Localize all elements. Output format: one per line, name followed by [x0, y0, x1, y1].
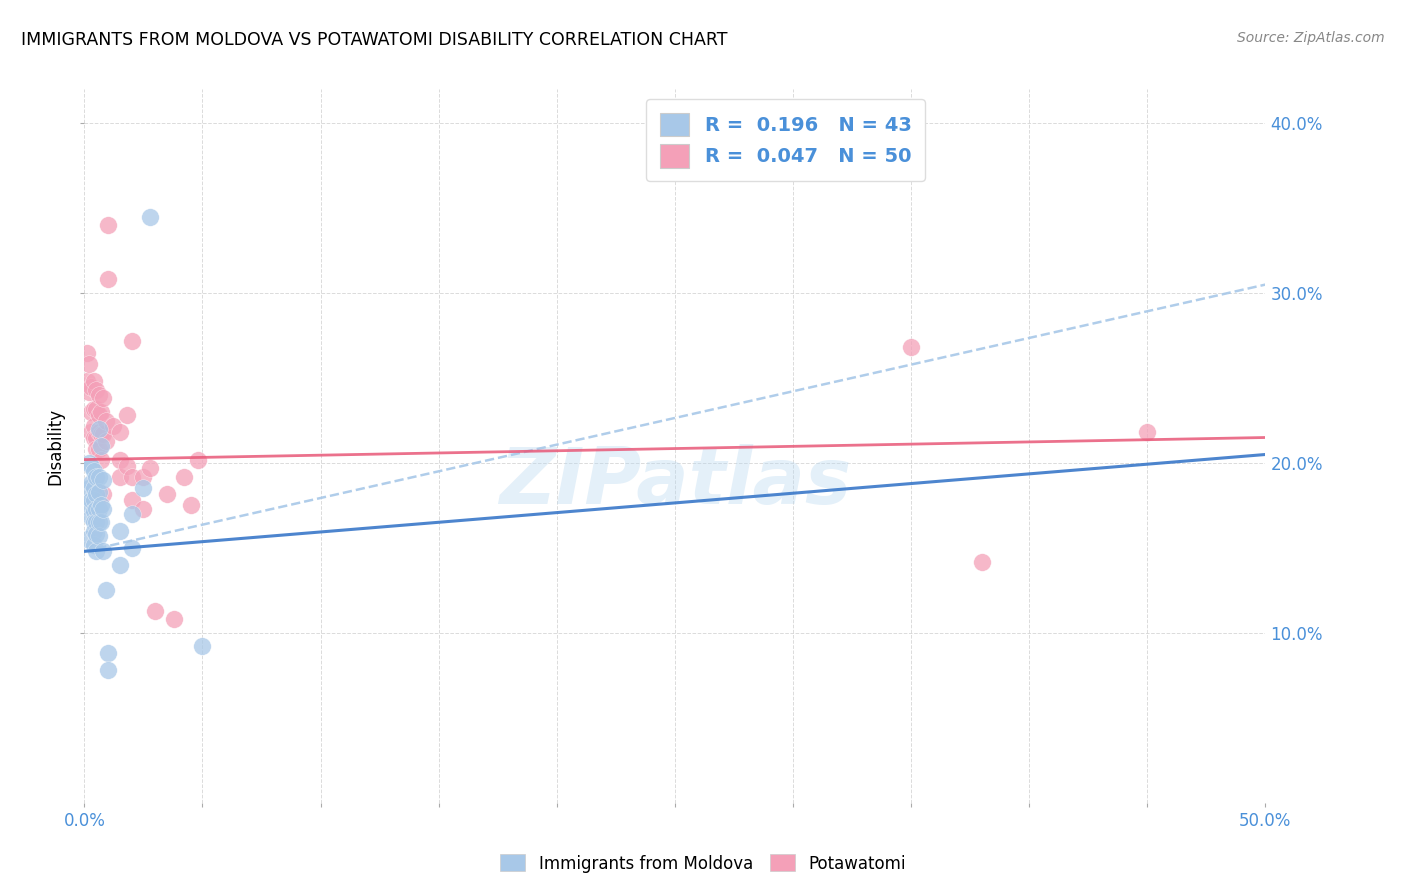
Point [173, 469, 195, 483]
Point [90, 405, 112, 419]
Point [94, 413, 117, 427]
Point [90, 499, 112, 513]
Point [97, 663, 120, 677]
Point [87, 425, 110, 440]
Point [83, 375, 105, 389]
Point [91, 473, 114, 487]
Legend: R =  0.196   N = 43, R =  0.047   N = 50: R = 0.196 N = 43, R = 0.047 N = 50 [647, 99, 925, 181]
Point [139, 210, 162, 224]
Point [108, 425, 131, 440]
Point [87, 388, 110, 402]
Point [90, 439, 112, 453]
Y-axis label: Disability: Disability [46, 408, 65, 484]
Point [87, 422, 110, 436]
Point [108, 452, 131, 467]
Point [139, 461, 162, 475]
Point [76, 345, 98, 359]
Point [84, 516, 107, 530]
Point [77, 358, 100, 372]
Point [80, 425, 103, 440]
Point [970, 555, 993, 569]
Point [83, 503, 105, 517]
Point [900, 341, 922, 355]
Point [84, 544, 107, 558]
Point [87, 529, 110, 543]
Point [132, 469, 155, 483]
Point [97, 272, 120, 286]
Point [87, 501, 110, 516]
Point [94, 583, 117, 598]
Point [87, 442, 110, 457]
Point [115, 409, 138, 423]
Point [84, 383, 107, 397]
Point [80, 379, 103, 393]
Point [83, 401, 105, 416]
Point [91, 501, 114, 516]
Point [77, 384, 100, 399]
Point [121, 334, 143, 348]
Point [76, 375, 98, 389]
Point [80, 493, 103, 508]
Point [91, 544, 114, 558]
Point [83, 430, 105, 444]
Point [121, 541, 143, 555]
Point [91, 427, 114, 442]
Point [77, 499, 100, 513]
Point [187, 452, 209, 467]
Point [87, 516, 110, 530]
Point [191, 640, 214, 654]
Point [132, 501, 155, 516]
Point [108, 469, 131, 483]
Point [132, 482, 155, 496]
Point [180, 499, 202, 513]
Point [91, 486, 114, 500]
Point [94, 434, 117, 448]
Point [84, 469, 107, 483]
Point [83, 465, 105, 479]
Point [97, 218, 120, 232]
Point [87, 409, 110, 423]
Point [108, 558, 131, 572]
Point [83, 493, 105, 508]
Point [87, 469, 110, 483]
Point [84, 442, 107, 457]
Point [91, 392, 114, 406]
Point [1136, 425, 1159, 440]
Point [101, 418, 124, 433]
Point [97, 646, 120, 660]
Point [76, 533, 98, 547]
Point [121, 507, 143, 521]
Point [121, 493, 143, 508]
Point [77, 482, 100, 496]
Point [80, 510, 103, 524]
Point [84, 401, 107, 416]
Legend: Immigrants from Moldova, Potawatomi: Immigrants from Moldova, Potawatomi [494, 847, 912, 880]
Point [83, 418, 105, 433]
Point [163, 612, 186, 626]
Point [80, 476, 103, 491]
Point [115, 459, 138, 474]
Point [83, 524, 105, 538]
Point [83, 482, 105, 496]
Point [108, 524, 131, 538]
Point [87, 484, 110, 499]
Point [83, 537, 105, 551]
Point [83, 516, 105, 530]
Point [90, 516, 112, 530]
Point [121, 469, 143, 483]
Point [143, 604, 166, 618]
Point [90, 452, 112, 467]
Point [156, 486, 179, 500]
Text: Source: ZipAtlas.com: Source: ZipAtlas.com [1237, 31, 1385, 45]
Point [84, 486, 107, 500]
Point [84, 430, 107, 444]
Text: IMMIGRANTS FROM MOLDOVA VS POTAWATOMI DISABILITY CORRELATION CHART: IMMIGRANTS FROM MOLDOVA VS POTAWATOMI DI… [21, 31, 727, 49]
Point [80, 459, 103, 474]
Point [77, 456, 100, 470]
Point [84, 501, 107, 516]
Point [84, 527, 107, 541]
Point [90, 427, 112, 442]
Text: ZIPatlas: ZIPatlas [499, 443, 851, 520]
Point [80, 405, 103, 419]
